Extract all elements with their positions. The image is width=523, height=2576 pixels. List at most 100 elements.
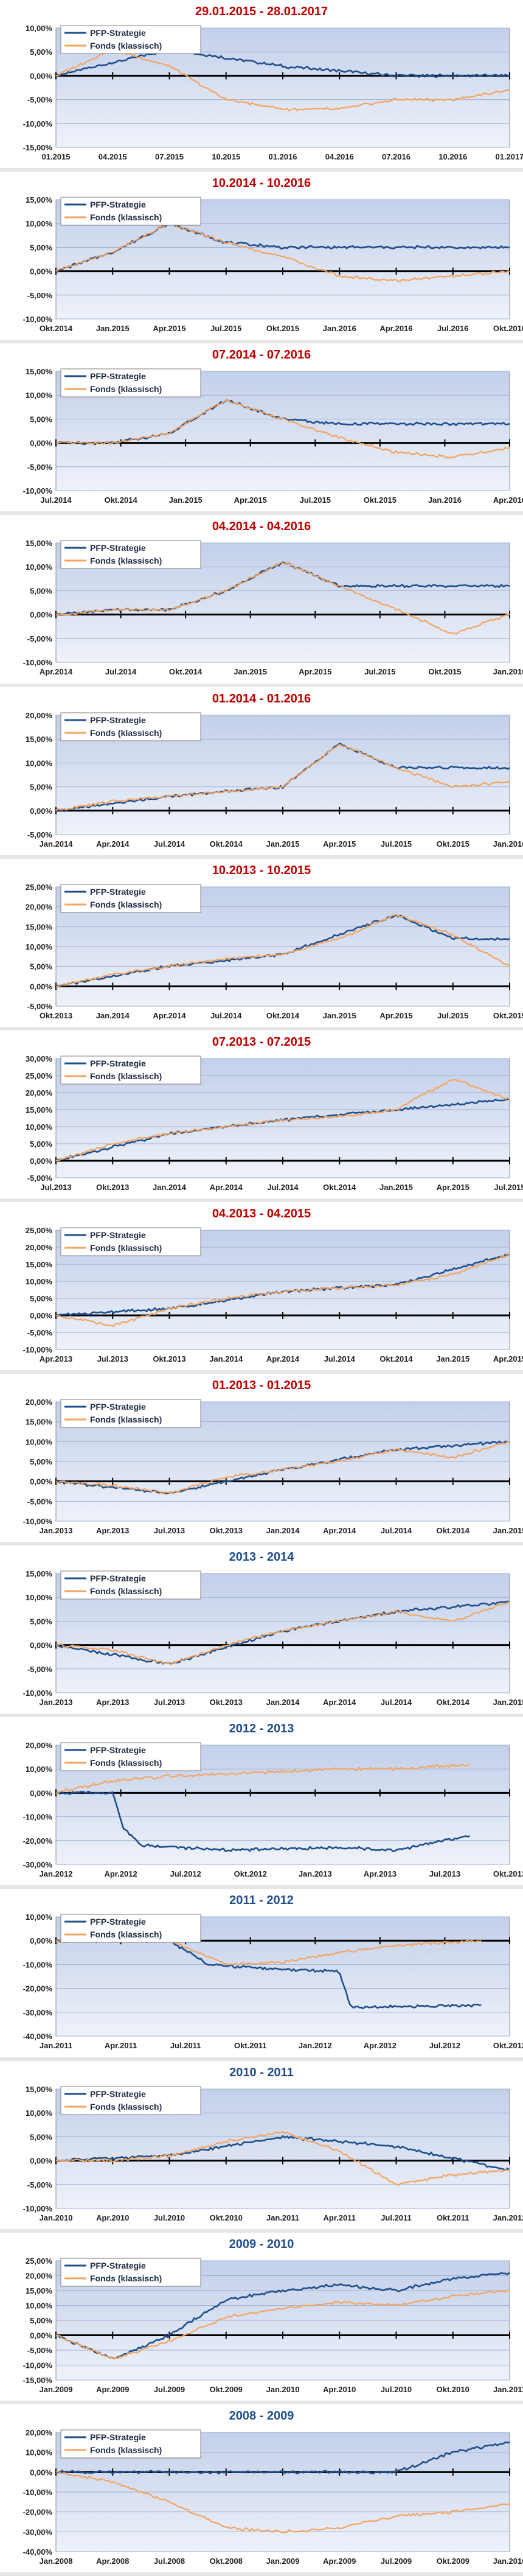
legend-label: PFP-Strategie: [90, 371, 146, 381]
legend: PFP-Strategie Fonds (klassisch): [60, 1399, 201, 1428]
panel-divider: [0, 168, 523, 172]
y-tick-label: -5,00%: [27, 1174, 53, 1183]
y-tick-label: 10,00%: [26, 1437, 53, 1446]
panel-divider: [0, 2572, 523, 2576]
chart-title: 04.2013 - 04.2015: [212, 1206, 311, 1220]
legend-label: Fonds (klassisch): [90, 212, 162, 222]
x-tick-label: Apr.2014: [266, 1354, 300, 1363]
x-tick-label: Jan.2013: [40, 1526, 73, 1535]
legend-label: Fonds (klassisch): [90, 900, 162, 909]
y-tick-label: 5,00%: [30, 587, 52, 596]
x-tick-label: Jul.2013: [154, 1526, 185, 1535]
legend-label: Fonds (klassisch): [90, 2445, 162, 2455]
x-tick-label: Jan.2015: [436, 1354, 469, 1363]
series-line-fonds-klassisch: [55, 223, 510, 282]
x-tick-label: Okt.2014: [323, 1183, 356, 1192]
chart-panel: 2012 - 2013 20,00% 10,00% 0,00% -10,00% -20,0…: [0, 1717, 523, 1889]
y-tick-label: -10,00%: [23, 2361, 53, 2370]
y-tick-label: 10,00%: [26, 1277, 53, 1286]
series-line-fonds-klassisch: [55, 2289, 510, 2360]
x-tick-label: Jan.2016: [428, 495, 462, 505]
y-tick-label: 0,00%: [30, 1157, 52, 1166]
x-tick-label: Jan.2011: [493, 2385, 523, 2394]
x-tick-label: Okt.2014: [437, 1698, 470, 1707]
panel-divider: [0, 1885, 523, 1889]
x-tick-label: Okt.2014: [40, 324, 73, 333]
y-tick-label: 5,00%: [30, 2316, 52, 2325]
x-tick-label: Apr.2011: [324, 2213, 356, 2222]
x-tick-label: Jan.2008: [40, 2557, 73, 2566]
y-tick-label: 10,00%: [26, 219, 53, 228]
y-tick-label: -30,00%: [23, 1860, 53, 1869]
x-tick-label: Jul.2015: [300, 495, 331, 505]
x-tick-label: Jan.2009: [266, 2557, 300, 2566]
x-tick-label: Jan.2016: [493, 667, 523, 676]
y-tick-label: 20,00%: [26, 712, 53, 720]
x-tick-label: Apr.2013: [96, 1698, 129, 1707]
chart-panel: 04.2013 - 04.2015 25,00% 20,00% 15,00% 10,00…: [0, 1202, 523, 1374]
x-tick-label: Jan.2016: [323, 324, 356, 333]
panel-divider: [0, 2228, 523, 2233]
y-tick-label: 0,00%: [30, 1311, 52, 1320]
y-tick-label: -5,00%: [27, 1328, 53, 1337]
x-tick-label: Apr.2013: [364, 1869, 397, 1878]
x-tick-label: Apr.2014: [210, 1183, 243, 1192]
y-tick-label: -10,00%: [23, 2204, 53, 2213]
legend-box: [60, 1570, 201, 1600]
x-tick-label: Jan.2014: [266, 1698, 300, 1707]
y-tick-label: -5,00%: [27, 2180, 53, 2189]
x-tick-label: Okt.2014: [169, 667, 203, 676]
y-tick-label: 15,00%: [26, 368, 53, 376]
y-tick-label: -30,00%: [23, 2527, 53, 2536]
x-tick-label: Okt.2014: [437, 1526, 470, 1535]
y-tick-label: 5,00%: [30, 1457, 52, 1466]
series-line-fonds-klassisch: [55, 1763, 471, 1794]
legend: PFP-Strategie Fonds (klassisch): [60, 1742, 201, 1771]
legend-box: [60, 197, 201, 226]
x-tick-label: Jul.2012: [170, 1869, 201, 1878]
x-tick-label: Okt.2012: [493, 2041, 523, 2050]
y-tick-label: -10,00%: [23, 2488, 53, 2497]
y-tick-label: 25,00%: [26, 1071, 53, 1080]
chart-panel: 29.01.2015 - 28.01.2017 10,00% 5,00% 0,00% -…: [0, 0, 523, 172]
panel-divider: [0, 1026, 523, 1031]
x-tick-label: Jul.2015: [210, 324, 241, 333]
y-tick-label: 0,00%: [30, 1641, 52, 1650]
legend: PFP-Strategie Fonds (klassisch): [60, 540, 201, 569]
x-tick-label: Jul.2009: [154, 2385, 185, 2394]
x-tick-label: 10.2016: [438, 152, 467, 161]
y-tick-label: 5,00%: [30, 1294, 52, 1303]
x-tick-label: Jan.2015: [266, 839, 300, 849]
y-tick-label: 0,00%: [30, 806, 52, 815]
legend-box: [60, 1399, 201, 1428]
x-tick-label: Jan.2014: [153, 1183, 187, 1192]
y-tick-label: -15,00%: [23, 143, 53, 152]
panel-divider: [0, 2400, 523, 2404]
x-tick-label: Apr.2008: [96, 2557, 129, 2566]
y-tick-label: 10,00%: [26, 2109, 53, 2118]
line-chart: 20,00%15,00%10,00%5,00%0,00%-5,00%Jan.20…: [26, 712, 523, 849]
x-tick-label: Jan.2015: [169, 495, 203, 505]
y-tick-label: 0,00%: [30, 267, 52, 276]
y-tick-label: 10,00%: [26, 2301, 53, 2310]
x-tick-label: Okt.2012: [234, 1869, 267, 1878]
x-tick-label: Okt.2014: [104, 495, 137, 505]
y-tick-label: -10,00%: [23, 119, 53, 128]
series-line-pfp-strategie: [55, 2441, 510, 2474]
y-tick-label: 10,00%: [26, 563, 53, 572]
legend: PFP-Strategie Fonds (klassisch): [60, 197, 201, 226]
y-tick-label: -40,00%: [23, 2032, 53, 2041]
x-tick-label: Jul.2014: [381, 1526, 412, 1535]
legend-label: Fonds (klassisch): [90, 41, 162, 51]
series-line-pfp-strategie: [55, 2272, 510, 2359]
x-tick-label: Apr.2014: [323, 1526, 356, 1535]
y-tick-label: 15,00%: [26, 735, 53, 744]
x-tick-label: Apr.2016: [379, 324, 412, 333]
series-line-fonds-klassisch: [55, 913, 510, 988]
chart-title: 04.2014 - 04.2016: [212, 520, 311, 534]
panel-divider: [0, 1713, 523, 1718]
y-tick-label: 0,00%: [30, 1937, 52, 1946]
x-tick-label: 04.2016: [325, 152, 354, 161]
y-tick-label: 5,00%: [30, 47, 52, 57]
y-tick-label: 10,00%: [26, 24, 53, 33]
